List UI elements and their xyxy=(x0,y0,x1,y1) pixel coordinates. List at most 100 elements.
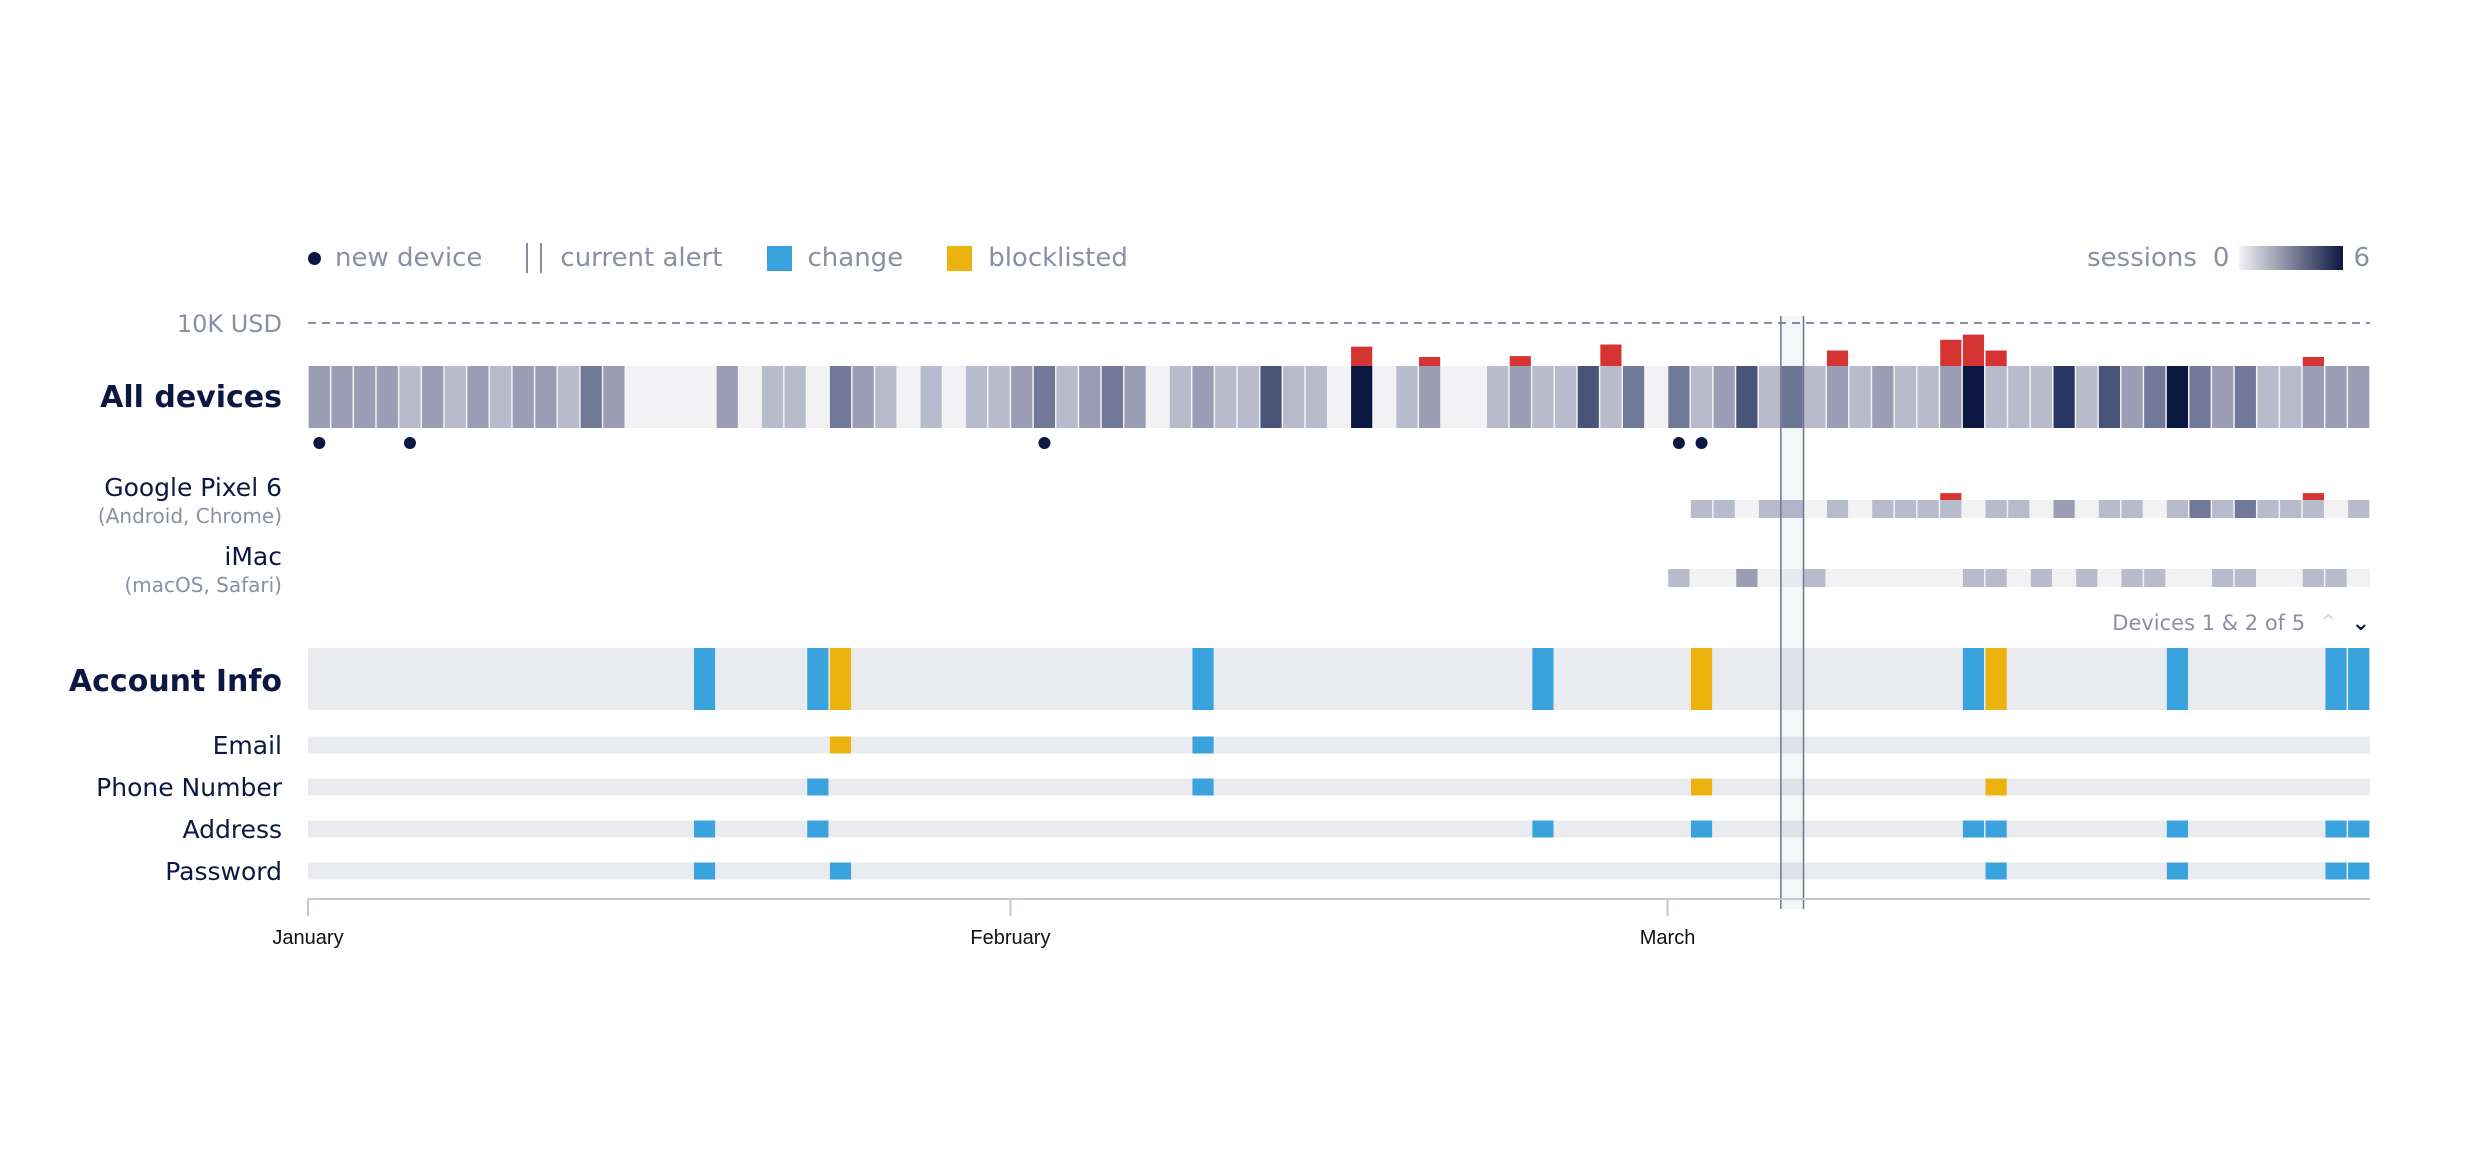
device-session-cell xyxy=(1758,500,1781,518)
session-cell xyxy=(1419,366,1441,428)
session-cell xyxy=(399,366,421,428)
session-cell xyxy=(331,366,353,428)
session-cell xyxy=(784,366,806,428)
session-cell xyxy=(2212,366,2234,428)
session-cell xyxy=(1011,366,1033,428)
session-cell xyxy=(920,366,942,428)
change-cell xyxy=(1532,820,1554,838)
session-cell xyxy=(1124,366,1146,428)
device-alert-bar xyxy=(1940,493,1962,500)
session-cell xyxy=(1555,366,1577,428)
blocklisted-cell xyxy=(829,736,852,754)
chevron-down-icon[interactable]: ⌄ xyxy=(2351,610,2370,636)
session-cell xyxy=(2189,366,2211,428)
device-session-cell xyxy=(2144,569,2166,587)
account-change-cell xyxy=(2166,648,2188,710)
session-cell xyxy=(1736,366,1758,428)
session-cell xyxy=(444,366,466,428)
session-cell xyxy=(1033,366,1056,428)
alert-amount-bar xyxy=(1600,344,1622,366)
session-cell xyxy=(603,366,625,428)
session-cell xyxy=(376,366,398,428)
session-cell xyxy=(1894,366,1917,428)
session-cell xyxy=(2121,366,2143,428)
session-cell xyxy=(2008,366,2030,428)
device-session-cell xyxy=(1736,569,1758,587)
device-session-cell xyxy=(2076,569,2098,587)
device-detail-label: (Android, Chrome) xyxy=(98,504,282,528)
session-cell xyxy=(1781,366,1803,428)
device-session-cell xyxy=(2302,569,2324,587)
session-cell xyxy=(1985,366,2007,428)
device-session-cell xyxy=(1917,500,1939,518)
change-cell xyxy=(2325,862,2347,880)
account-blocklisted-cell xyxy=(1690,648,1713,710)
change-cell xyxy=(1192,736,1214,754)
session-cell xyxy=(1758,366,1781,428)
session-cell xyxy=(2053,366,2075,428)
change-cell xyxy=(829,862,852,880)
account-change-cell xyxy=(1192,648,1214,710)
account-row-track xyxy=(308,736,2370,754)
device-session-cell xyxy=(2212,500,2234,518)
new-device-marker xyxy=(1672,437,1685,449)
session-cell xyxy=(2280,366,2302,428)
session-cell xyxy=(829,366,852,428)
account-change-cell xyxy=(1532,648,1554,710)
session-cell xyxy=(354,366,376,428)
legend-blocklisted: blocklisted xyxy=(947,243,1128,273)
account-change-cell xyxy=(693,648,716,710)
account-row-track xyxy=(308,862,2370,880)
change-cell xyxy=(2166,820,2188,838)
account-row-label: Address xyxy=(182,815,282,844)
account-change-cell xyxy=(2348,648,2370,710)
current-alert-window xyxy=(1780,316,1804,909)
device-session-cell xyxy=(2234,569,2256,587)
account-row-track xyxy=(308,820,2370,838)
alert-amount-bar xyxy=(2302,356,2324,366)
device-track xyxy=(1667,569,2370,587)
device-session-cell xyxy=(1985,500,2007,518)
session-cell xyxy=(1101,366,1123,428)
change-cell xyxy=(693,820,716,838)
session-cell xyxy=(558,366,580,428)
session-cell xyxy=(1668,366,1690,428)
session-cell xyxy=(1826,366,1849,428)
session-cell xyxy=(2098,366,2120,428)
device-session-cell xyxy=(2121,500,2143,518)
device-alert-bar xyxy=(2302,493,2324,500)
current-alert-lines-icon xyxy=(526,243,543,273)
session-cell xyxy=(490,366,512,428)
session-cell xyxy=(965,366,988,428)
session-cell xyxy=(1804,366,1826,428)
sessions-scale-max: 6 xyxy=(2353,243,2370,273)
new-device-marker xyxy=(403,437,416,449)
device-session-cell xyxy=(1962,569,1985,587)
account-row-label: Phone Number xyxy=(96,773,283,802)
session-cell xyxy=(1690,366,1713,428)
session-cell xyxy=(1940,366,1962,428)
legend-current-alert-label: current alert xyxy=(560,243,723,273)
alert-amount-bar xyxy=(1985,350,2007,366)
change-cell xyxy=(1962,820,1985,838)
session-cell xyxy=(2234,366,2256,428)
change-cell xyxy=(1985,862,2007,880)
account-row-track xyxy=(308,778,2370,796)
session-cell xyxy=(1577,366,1599,428)
chevron-up-icon[interactable]: ⌃ xyxy=(2319,610,2338,636)
change-cell xyxy=(2325,820,2347,838)
device-session-cell xyxy=(2212,569,2234,587)
alert-amount-bar xyxy=(1509,356,1531,366)
account-blocklisted-cell xyxy=(829,648,852,710)
change-cell xyxy=(1985,820,2007,838)
change-cell xyxy=(1690,820,1713,838)
account-change-cell xyxy=(2325,648,2347,710)
device-name-label: iMac xyxy=(224,542,282,571)
sessions-scale-legend: sessions 0 6 xyxy=(2087,240,2370,276)
device-session-cell xyxy=(2325,569,2347,587)
account-change-cell xyxy=(807,648,829,710)
session-cell xyxy=(1849,366,1871,428)
legend-change: change xyxy=(766,243,903,273)
device-session-cell xyxy=(1985,569,2007,587)
